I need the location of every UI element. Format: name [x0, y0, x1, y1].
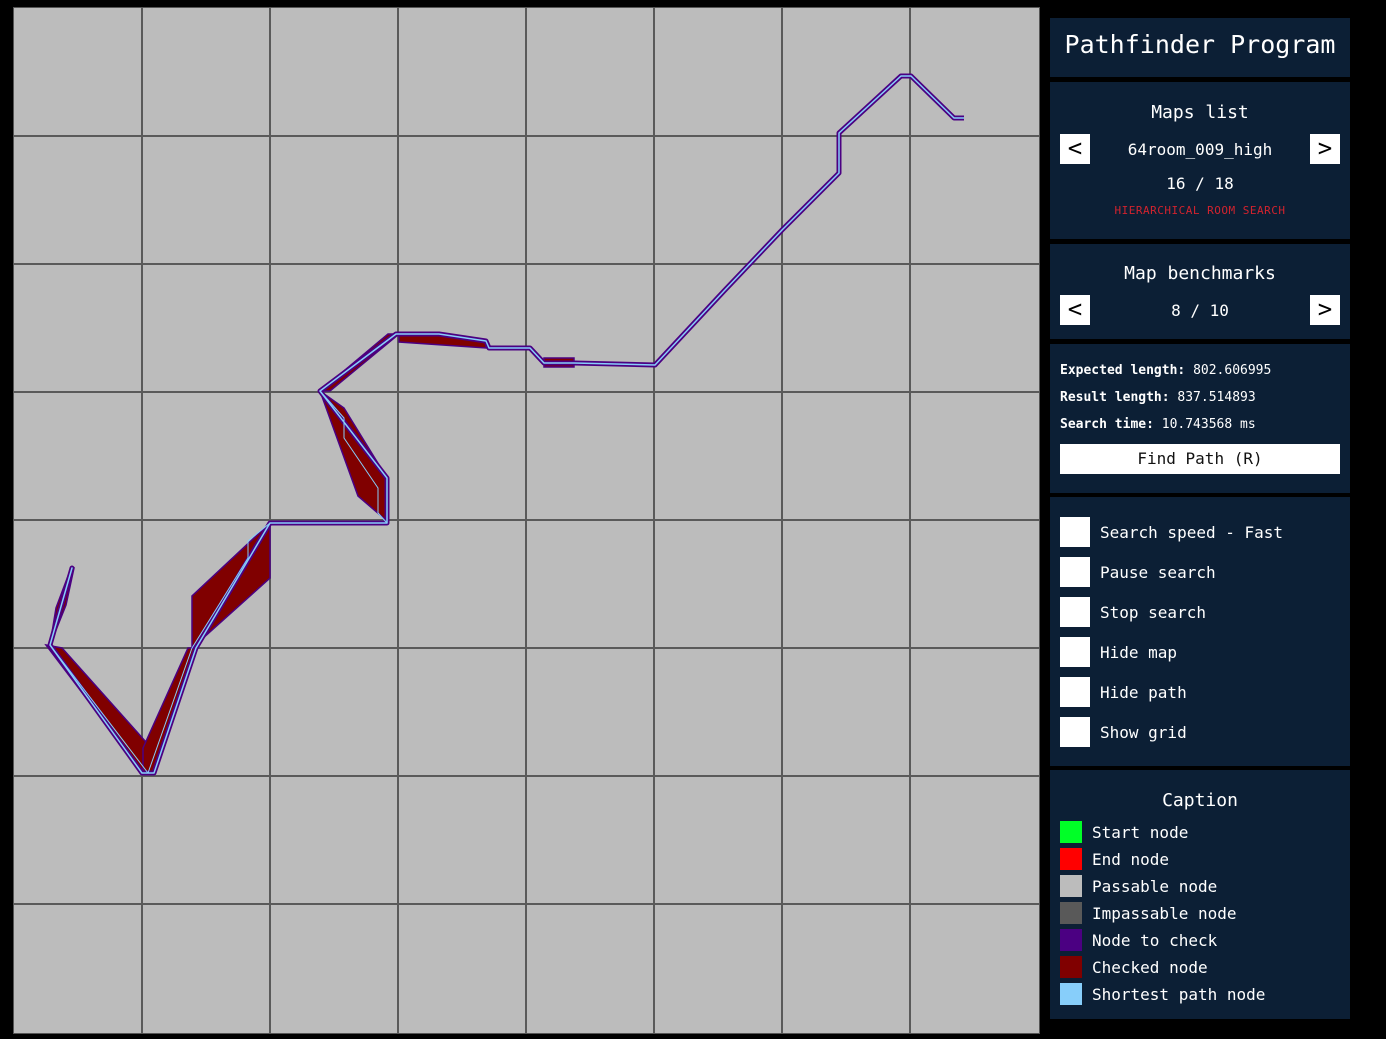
- start-node-swatch: [1060, 821, 1082, 843]
- legend-shortest-path-node: Shortest path node: [1060, 983, 1265, 1005]
- search-speed-label: Search speed - Fast: [1100, 522, 1284, 542]
- hide-map-checkbox[interactable]: [1060, 637, 1090, 667]
- next-map-button[interactable]: >: [1310, 134, 1340, 164]
- shortest-path-node-swatch: [1060, 983, 1082, 1005]
- next-benchmark-button[interactable]: >: [1310, 295, 1340, 325]
- find-path-button[interactable]: Find Path (R): [1060, 444, 1340, 474]
- show-grid-checkbox[interactable]: [1060, 717, 1090, 747]
- benchmarks-panel: Map benchmarks < 8 / 10 >: [1050, 244, 1350, 339]
- search-time: Search time: 10.743568 ms: [1060, 417, 1256, 432]
- options-panel: Search speed - Fast Pause search Stop se…: [1050, 497, 1350, 766]
- caption-title: Caption: [1162, 790, 1238, 811]
- end-node-swatch: [1060, 848, 1082, 870]
- caption-panel: Caption Start node End node Passable nod…: [1050, 770, 1350, 1019]
- region-centerline: [49, 644, 149, 774]
- passable-node-swatch: [1060, 875, 1082, 897]
- stop-search-label: Stop search: [1100, 602, 1206, 622]
- passable-node-label: Passable node: [1092, 876, 1218, 896]
- benchmarks-title: Map benchmarks: [1124, 263, 1276, 284]
- hide-path-checkbox[interactable]: [1060, 677, 1090, 707]
- maps-list-panel: Maps list < 64room_009_high > 16 / 18 HI…: [1050, 82, 1350, 239]
- show-grid-label: Show grid: [1100, 722, 1187, 742]
- node-to-check-label: Node to check: [1092, 930, 1218, 950]
- map-counter: 16 / 18: [1166, 174, 1234, 193]
- app-title: Pathfinder Program: [1064, 30, 1336, 59]
- frontier-outline: [47, 73, 964, 776]
- result-length: Result length: 837.514893: [1060, 390, 1256, 405]
- stop-search-checkbox[interactable]: [1060, 597, 1090, 627]
- end-node-label: End node: [1092, 849, 1170, 869]
- result-length-value: 837.514893: [1177, 390, 1256, 405]
- start-node-label: Start node: [1092, 822, 1189, 842]
- legend-checked-node: Checked node: [1060, 956, 1208, 978]
- algorithm-name: HIERARCHICAL ROOM SEARCH: [1114, 204, 1286, 217]
- map-name: 64room_009_high: [1127, 140, 1273, 159]
- impassable-node-swatch: [1060, 902, 1082, 924]
- legend-node-to-check: Node to check: [1060, 929, 1217, 951]
- checked-regions: [44, 333, 575, 774]
- legend-impassable-node: Impassable node: [1060, 902, 1237, 924]
- search-speed-checkbox[interactable]: [1060, 517, 1090, 547]
- impassable-node-label: Impassable node: [1092, 903, 1237, 923]
- legend-passable-node: Passable node: [1060, 875, 1217, 897]
- region-centerline: [147, 647, 193, 774]
- option-hide-map[interactable]: Hide map: [1060, 637, 1177, 667]
- prev-benchmark-button[interactable]: <: [1060, 295, 1090, 325]
- stats-panel: Expected length: 802.606995 Result lengt…: [1050, 344, 1350, 493]
- shortest-path-node-label: Shortest path node: [1092, 984, 1266, 1004]
- checked-region: [318, 389, 388, 523]
- expected-length-value: 802.606995: [1193, 363, 1272, 378]
- search-time-label: Search time:: [1060, 417, 1154, 432]
- option-hide-path[interactable]: Hide path: [1060, 677, 1187, 707]
- option-stop-search[interactable]: Stop search: [1060, 597, 1206, 627]
- prev-map-button[interactable]: <: [1060, 134, 1090, 164]
- legend-start-node: Start node: [1060, 821, 1188, 843]
- maps-list-title: Maps list: [1151, 102, 1249, 123]
- hide-map-label: Hide map: [1100, 642, 1178, 662]
- option-search-speed[interactable]: Search speed - Fast: [1060, 517, 1283, 547]
- region-centerline: [191, 522, 271, 649]
- benchmark-counter: 8 / 10: [1171, 301, 1229, 320]
- map-svg: [14, 8, 1039, 1033]
- option-pause-search[interactable]: Pause search: [1060, 557, 1216, 587]
- search-time-value: 10.743568 ms: [1161, 417, 1256, 432]
- pause-search-checkbox[interactable]: [1060, 557, 1090, 587]
- result-length-label: Result length:: [1060, 390, 1170, 405]
- expected-length: Expected length: 802.606995: [1060, 363, 1271, 378]
- option-show-grid[interactable]: Show grid: [1060, 717, 1187, 747]
- shortest-path: [49, 75, 964, 774]
- region-centerlines: [49, 390, 388, 774]
- hide-path-label: Hide path: [1100, 682, 1187, 702]
- pause-search-label: Pause search: [1100, 562, 1216, 582]
- room-grid: [14, 8, 1039, 1033]
- expected-length-label: Expected length:: [1060, 363, 1186, 378]
- checked-node-label: Checked node: [1092, 957, 1208, 977]
- checked-node-swatch: [1060, 956, 1082, 978]
- region-centerline: [319, 390, 388, 524]
- legend-end-node: End node: [1060, 848, 1169, 870]
- node-to-check-swatch: [1060, 929, 1082, 951]
- title-panel: Pathfinder Program: [1050, 18, 1350, 77]
- map-canvas[interactable]: [13, 7, 1040, 1034]
